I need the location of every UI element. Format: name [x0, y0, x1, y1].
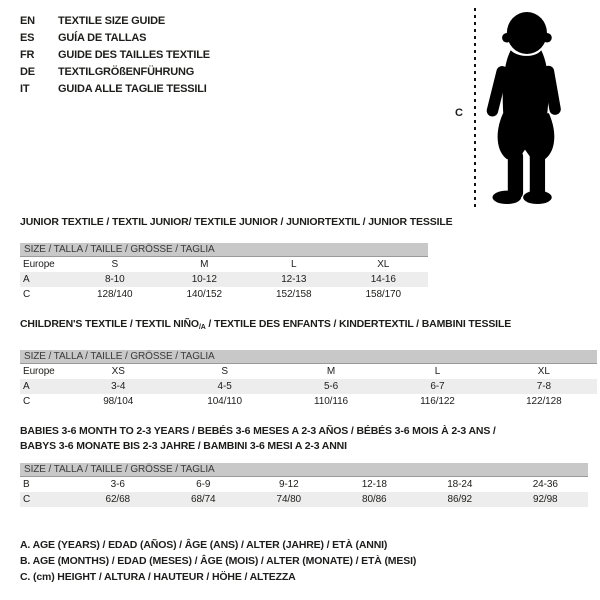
size-header-bar: SIZE / TALLA / TAILLE / GRÖSSE / TAGLIA [20, 243, 428, 257]
value-cell: 14-16 [370, 274, 396, 285]
size-cell: XL [537, 366, 550, 377]
guide-title-it: GUIDA ALLE TAGLIE TESSILI [58, 83, 207, 95]
baby-silhouette [486, 11, 561, 205]
lang-row-de: DE TEXTILGRÖßENFÜHRUNG [20, 64, 210, 81]
value-cell: 74/80 [276, 494, 302, 505]
value-cell: 86/92 [447, 494, 473, 505]
height-measure-dashed-line [474, 8, 476, 208]
lang-code: FR [20, 49, 35, 61]
size-cell: XS [111, 366, 125, 377]
value-cell: 92/98 [532, 494, 558, 505]
value-cell: 104/110 [207, 396, 242, 407]
children-title-post: / TEXTILE DES ENFANTS / KINDERTEXTIL / B… [205, 318, 512, 330]
value-cell: 9-12 [278, 479, 299, 490]
value-cell: 8-10 [104, 274, 125, 285]
size-header-bar: SIZE / TALLA / TAILLE / GRÖSSE / TAGLIA [20, 463, 588, 477]
language-title-list: EN TEXTILE SIZE GUIDE ES GUÍA DE TALLAS … [20, 13, 210, 98]
table-row-height: C 98/104 104/110 110/116 116/122 122/128 [20, 394, 597, 409]
size-cell: M [326, 366, 336, 377]
lang-code: IT [20, 83, 30, 95]
lang-row-fr: FR GUIDE DES TAILLES TEXTILE [20, 47, 210, 64]
row-label: C [23, 396, 31, 407]
row-label: Europe [23, 366, 55, 377]
lang-row-es: ES GUÍA DE TALLAS [20, 30, 210, 47]
table-row-europe: Europe S M L XL [20, 257, 428, 272]
table-row-height: C 62/68 68/74 74/80 80/86 86/92 92/98 [20, 492, 588, 507]
table-row-age: A 3-4 4-5 5-6 6-7 7-8 [20, 379, 597, 394]
row-label: A [23, 274, 30, 285]
value-cell: 5-6 [323, 381, 339, 392]
row-label: B [23, 479, 30, 490]
row-label: A [23, 381, 30, 392]
junior-table-title: JUNIOR TEXTILE / TEXTIL JUNIOR/ TEXTILE … [20, 216, 453, 228]
size-cell: XL [377, 259, 390, 270]
value-cell: 12-13 [281, 274, 307, 285]
value-cell: 3-6 [110, 479, 125, 490]
babies-title-line2: BABYS 3-6 MONATE BIS 2-3 JAHRE / BAMBINI… [20, 440, 347, 452]
size-cell: L [434, 366, 441, 377]
value-cell: 62/68 [105, 494, 131, 505]
table-row-age: A 8-10 10-12 12-13 14-16 [20, 272, 428, 287]
measure-label-c: C [455, 107, 463, 119]
value-cell: 24-36 [532, 479, 558, 490]
value-cell: 68/74 [190, 494, 216, 505]
lang-code: ES [20, 32, 35, 44]
size-cell: S [111, 259, 119, 270]
value-cell: 128/140 [97, 289, 133, 300]
row-label: C [23, 289, 31, 300]
value-cell: 122/128 [526, 396, 562, 407]
size-cell: M [200, 259, 209, 270]
babies-title-line1: BABIES 3-6 MONTH TO 2-3 YEARS / BEBÉS 3-… [20, 425, 496, 437]
value-cell: 98/104 [103, 396, 134, 407]
value-cell: 158/170 [365, 289, 402, 300]
value-cell: 4-5 [217, 381, 232, 392]
row-label: C [23, 494, 31, 505]
junior-size-table: SIZE / TALLA / TAILLE / GRÖSSE / TAGLIA … [20, 243, 428, 302]
children-title-sub: /A [198, 324, 206, 331]
size-header-bar: SIZE / TALLA / TAILLE / GRÖSSE / TAGLIA [20, 350, 597, 364]
children-title-pre: CHILDREN'S TEXTILE / TEXTIL NIÑO [20, 318, 199, 330]
value-cell: 140/152 [186, 289, 223, 300]
value-cell: 7-8 [536, 381, 551, 392]
value-cell: 80/86 [361, 494, 387, 505]
note-height-cm: C. (cm) HEIGHT / ALTURA / HAUTEUR / HÖHE… [20, 571, 296, 583]
legend-notes: A. AGE (YEARS) / EDAD (AÑOS) / ÂGE (ANS)… [20, 537, 416, 585]
table-row-height: C 128/140 140/152 152/158 158/170 [20, 287, 428, 302]
note-age-months: B. AGE (MONTHS) / EDAD (MESES) / ÂGE (MO… [20, 555, 417, 567]
value-cell: 110/116 [314, 396, 348, 407]
guide-title-fr: GUIDE DES TAILLES TEXTILE [58, 49, 210, 61]
value-cell: 3-4 [111, 381, 126, 392]
value-cell: 6-7 [430, 381, 445, 392]
value-cell: 6-9 [196, 479, 211, 490]
children-size-table: SIZE / TALLA / TAILLE / GRÖSSE / TAGLIA … [20, 350, 597, 409]
guide-title-en: TEXTILE SIZE GUIDE [58, 15, 166, 27]
size-cell: S [221, 366, 228, 377]
value-cell: 116/122 [420, 396, 455, 407]
value-cell: 12-18 [361, 479, 387, 490]
babies-table-title: BABIES 3-6 MONTH TO 2-3 YEARS / BEBÉS 3-… [20, 424, 496, 454]
lang-code: DE [20, 66, 35, 78]
table-row-europe: Europe XS S M L XL [20, 364, 597, 379]
lang-row-it: IT GUIDA ALLE TAGLIE TESSILI [20, 81, 210, 98]
children-table-title: CHILDREN'S TEXTILE / TEXTIL NIÑO/A / TEX… [20, 317, 511, 335]
note-age-years: A. AGE (YEARS) / EDAD (AÑOS) / ÂGE (ANS)… [20, 539, 388, 551]
guide-title-de: TEXTILGRÖßENFÜHRUNG [58, 66, 195, 78]
row-label: Europe [23, 259, 55, 270]
babies-size-table: SIZE / TALLA / TAILLE / GRÖSSE / TAGLIA … [20, 463, 588, 507]
lang-code: EN [20, 15, 35, 27]
table-row-age-months: B 3-6 6-9 9-12 12-18 18-24 24-36 [20, 477, 588, 492]
value-cell: 10-12 [191, 274, 217, 285]
guide-title-es: GUÍA DE TALLAS [58, 32, 147, 44]
size-cell: L [291, 259, 297, 270]
lang-row-en: EN TEXTILE SIZE GUIDE [20, 13, 210, 30]
value-cell: 18-24 [447, 479, 473, 490]
value-cell: 152/158 [276, 289, 312, 300]
